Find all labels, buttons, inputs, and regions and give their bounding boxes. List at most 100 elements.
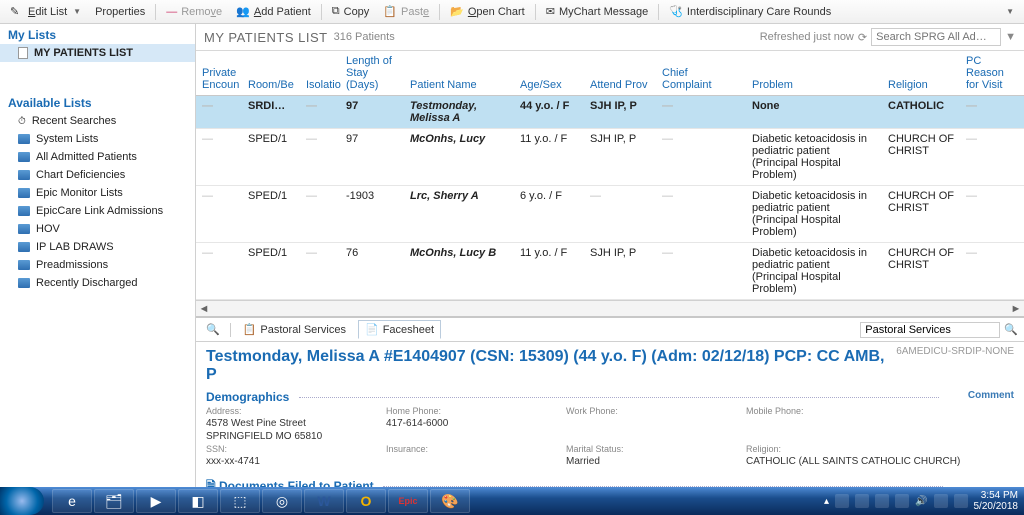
- copy-button[interactable]: ⧉Copy: [326, 3, 376, 20]
- available-list-item[interactable]: Chart Deficiencies: [0, 166, 195, 184]
- scroll-right[interactable]: ►: [1008, 303, 1024, 315]
- tray-clock[interactable]: 3:54 PM 5/20/2018: [974, 490, 1019, 512]
- available-list-label: Preadmissions: [36, 259, 108, 271]
- col-cc[interactable]: Chief Complaint: [656, 51, 746, 96]
- col-problem[interactable]: Problem: [746, 51, 882, 96]
- location-tag: 6AMEDICU-SRDIP-NONE: [896, 346, 1014, 357]
- folder-icon: [18, 134, 30, 144]
- addr-line2: SPRINGFIELD MO 65810: [206, 431, 366, 442]
- tray-icon-6[interactable]: [954, 494, 968, 508]
- grid-hscroll[interactable]: ◄ ►: [196, 300, 1024, 316]
- table-row[interactable]: —SRDI…—97Testmonday, Melissa A44 y.o. / …: [196, 96, 1024, 129]
- col-room[interactable]: Room/Be: [242, 51, 300, 96]
- demographics-grid: Address: Home Phone: Work Phone: Mobile …: [206, 406, 1014, 467]
- taskbar-epic[interactable]: Epic: [388, 489, 428, 513]
- available-lists-header: Available Lists: [0, 92, 195, 112]
- folder-icon: [18, 188, 30, 198]
- refresh-icon[interactable]: ⟳: [858, 31, 867, 44]
- detail-search-icon[interactable]: 🔍: [202, 323, 224, 336]
- available-list-label: EpicCare Link Admissions: [36, 205, 163, 217]
- windows-taskbar: e 🗂 ▶ ◧ ⬚ ◎ W O Epic 🎨 ▴ 🔊 3:54 PM 5/20/…: [0, 487, 1024, 515]
- taskbar-explorer[interactable]: 🗂: [94, 489, 134, 513]
- available-list-item[interactable]: ⏱ Recent Searches: [0, 112, 195, 130]
- available-list-label: Recent Searches: [32, 115, 116, 127]
- col-name[interactable]: Patient Name: [404, 51, 514, 96]
- system-tray: ▴ 🔊 3:54 PM 5/20/2018: [824, 490, 1024, 512]
- col-religion[interactable]: Religion: [882, 51, 960, 96]
- paste-button[interactable]: 📋Paste: [377, 3, 435, 20]
- available-list-item[interactable]: Recently Discharged: [0, 274, 195, 292]
- patient-header: Testmonday, Melissa A #E1404907 (CSN: 15…: [206, 348, 1014, 384]
- my-patients-list-item[interactable]: MY PATIENTS LIST: [0, 44, 195, 62]
- mychart-message-button[interactable]: ✉MyChart Message: [540, 3, 654, 20]
- clock-icon: ⏱: [18, 116, 26, 127]
- available-list-label: All Admitted Patients: [36, 151, 137, 163]
- available-list-item[interactable]: HOV: [0, 220, 195, 238]
- col-pcreason[interactable]: PC Reason for Visit: [960, 51, 1024, 96]
- demographics-comment[interactable]: Comment: [968, 390, 1014, 401]
- tray-icon-2[interactable]: [855, 494, 869, 508]
- col-isolation[interactable]: Isolatio: [300, 51, 340, 96]
- tab-facesheet[interactable]: 📄Facesheet: [358, 320, 441, 339]
- detail-tabs: 🔍 📋Pastoral Services 📄Facesheet 🔍: [196, 318, 1024, 342]
- religion-value: CATHOLIC (ALL SAINTS CATHOLIC CHURCH): [746, 456, 1014, 467]
- available-list-item[interactable]: Preadmissions: [0, 256, 195, 274]
- addr-line1: 4578 West Pine Street: [206, 418, 366, 429]
- available-list-item[interactable]: IP LAB DRAWS: [0, 238, 195, 256]
- tray-icon-1[interactable]: [835, 494, 849, 508]
- folder-icon: [18, 152, 30, 162]
- table-row[interactable]: —SPED/1—97McOnhs, Lucy11 y.o. / FSJH IP,…: [196, 129, 1024, 186]
- list-count: 316 Patients: [334, 31, 395, 43]
- table-row[interactable]: —SPED/1—-1903Lrc, Sherry A6 y.o. / F——Di…: [196, 186, 1024, 243]
- home-phone: 417-614-6000: [386, 418, 546, 429]
- toolbar-overflow[interactable]: ▼: [998, 5, 1020, 18]
- available-list-label: Chart Deficiencies: [36, 169, 125, 181]
- ssn-value: xxx-xx-4741: [206, 456, 366, 467]
- taskbar-ie[interactable]: e: [52, 489, 92, 513]
- refreshed-label: Refreshed just now: [760, 31, 854, 43]
- folder-icon: [18, 260, 30, 270]
- detail-view-select[interactable]: [860, 322, 1000, 338]
- taskbar-outlook[interactable]: O: [346, 489, 386, 513]
- search-input[interactable]: [871, 28, 1001, 46]
- taskbar-app2[interactable]: ⬚: [220, 489, 260, 513]
- open-chart-button[interactable]: 📂Open Chart: [444, 3, 531, 20]
- folder-icon: [18, 242, 30, 252]
- scroll-left[interactable]: ◄: [196, 303, 212, 315]
- taskbar-app3[interactable]: ◎: [262, 489, 302, 513]
- rounds-button[interactable]: 🩺Interdisciplinary Care Rounds: [663, 3, 837, 20]
- taskbar-apps: e 🗂 ▶ ◧ ⬚ ◎ W O Epic 🎨: [52, 489, 470, 513]
- remove-button[interactable]: —Remove: [160, 4, 228, 20]
- available-list-item[interactable]: System Lists: [0, 130, 195, 148]
- col-private[interactable]: Private Encoun: [196, 51, 242, 96]
- col-prov[interactable]: Attend Prov: [584, 51, 656, 96]
- taskbar-word[interactable]: W: [304, 489, 344, 513]
- available-list-item[interactable]: EpicCare Link Admissions: [0, 202, 195, 220]
- list-header-bar: MY PATIENTS LIST 316 Patients Refreshed …: [196, 24, 1024, 51]
- folder-icon: [18, 224, 30, 234]
- taskbar-media[interactable]: ▶: [136, 489, 176, 513]
- taskbar-app1[interactable]: ◧: [178, 489, 218, 513]
- add-patient-button[interactable]: 👥Add Patient: [230, 3, 317, 20]
- grid-header-row: Private Encoun Room/Be Isolatio Length o…: [196, 51, 1024, 96]
- edit-list-menu[interactable]: ✎EEdit Listdit List▼: [4, 3, 87, 21]
- table-row[interactable]: —SPED/1—76McOnhs, Lucy B11 y.o. / FSJH I…: [196, 243, 1024, 300]
- documents-title: 🗎 Documents Filed to Patient: [206, 477, 1014, 487]
- detail-view-search-icon[interactable]: 🔍: [1004, 323, 1018, 336]
- properties-button[interactable]: Properties: [89, 4, 151, 20]
- tray-icon-3[interactable]: [875, 494, 889, 508]
- tray-volume-icon[interactable]: 🔊: [915, 496, 927, 507]
- tray-expand[interactable]: ▴: [824, 496, 829, 507]
- search-dropdown[interactable]: ▼: [1005, 31, 1016, 43]
- available-list-item[interactable]: Epic Monitor Lists: [0, 184, 195, 202]
- taskbar-paint[interactable]: 🎨: [430, 489, 470, 513]
- list-title: MY PATIENTS LIST: [204, 30, 328, 45]
- col-los[interactable]: Length of Stay (Days): [340, 51, 404, 96]
- available-list-item[interactable]: All Admitted Patients: [0, 148, 195, 166]
- available-list-label: Recently Discharged: [36, 277, 138, 289]
- col-age[interactable]: Age/Sex: [514, 51, 584, 96]
- tab-pastoral[interactable]: 📋Pastoral Services: [237, 321, 352, 338]
- tray-icon-5[interactable]: [934, 494, 948, 508]
- start-button[interactable]: [0, 487, 44, 515]
- tray-icon-4[interactable]: [895, 494, 909, 508]
